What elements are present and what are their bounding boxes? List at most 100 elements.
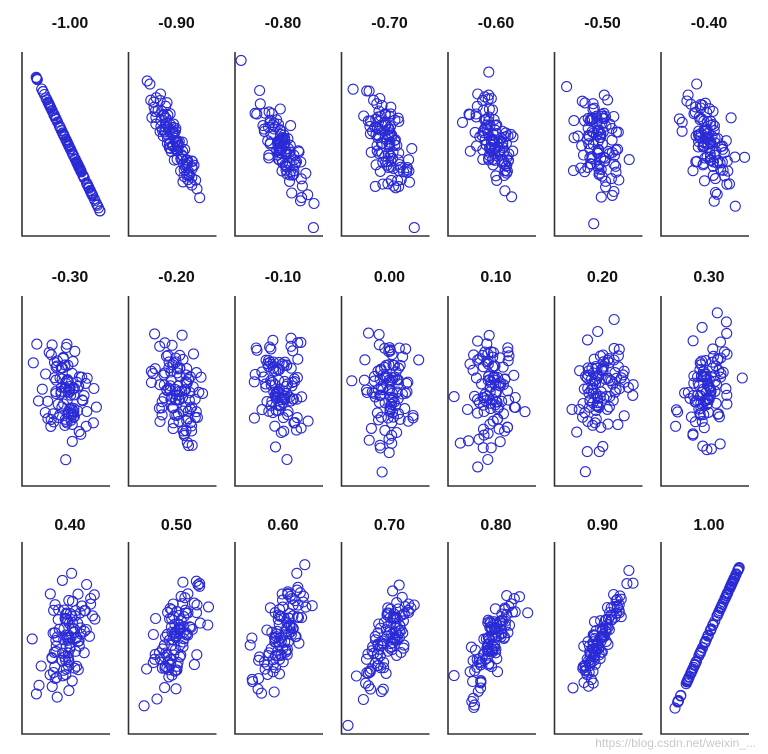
data-point xyxy=(591,643,603,655)
data-point xyxy=(479,346,491,358)
data-point xyxy=(385,101,397,113)
data-point xyxy=(177,598,189,610)
data-point xyxy=(594,350,606,362)
data-point xyxy=(480,395,492,407)
data-point xyxy=(173,619,185,631)
data-point xyxy=(572,130,584,142)
data-point xyxy=(194,580,206,592)
data-point xyxy=(721,587,734,599)
data-point xyxy=(87,417,99,429)
data-point xyxy=(585,373,598,385)
data-point xyxy=(275,138,287,150)
data-point xyxy=(358,374,370,386)
data-point xyxy=(288,417,300,429)
data-point xyxy=(235,54,247,66)
data-point xyxy=(265,128,277,140)
data-point xyxy=(27,357,39,369)
data-point xyxy=(389,134,401,146)
data-point xyxy=(481,641,494,653)
data-point xyxy=(85,598,97,610)
data-point xyxy=(704,381,716,394)
data-point xyxy=(173,623,185,635)
data-point xyxy=(372,414,385,426)
data-point xyxy=(584,650,596,662)
data-point xyxy=(60,669,72,681)
data-point xyxy=(267,334,279,346)
data-point xyxy=(700,368,712,380)
data-point xyxy=(601,601,614,614)
data-point xyxy=(462,435,475,447)
data-point xyxy=(182,174,194,186)
data-point xyxy=(464,145,476,157)
data-point xyxy=(581,446,593,458)
data-point xyxy=(36,83,48,95)
data-point xyxy=(399,403,411,415)
data-point xyxy=(146,112,158,124)
data-point xyxy=(66,675,78,687)
data-point xyxy=(723,178,736,190)
panel-axis xyxy=(234,542,323,735)
data-point xyxy=(170,143,182,155)
scatter-panel: -0.10 xyxy=(234,269,323,487)
data-point xyxy=(384,344,396,356)
data-point xyxy=(579,115,591,127)
data-point xyxy=(714,438,726,450)
data-point xyxy=(373,116,385,128)
data-point xyxy=(73,426,85,438)
panel-title: 0.20 xyxy=(587,269,618,286)
panel-axis xyxy=(447,52,536,237)
data-point xyxy=(590,413,602,425)
data-point xyxy=(369,631,381,643)
data-point xyxy=(180,401,192,413)
data-point xyxy=(244,639,256,651)
data-point xyxy=(473,396,485,408)
data-point xyxy=(454,437,466,449)
data-point xyxy=(373,328,385,341)
data-point xyxy=(501,590,513,602)
scatter-panel: -1.00 xyxy=(21,15,110,237)
data-point xyxy=(712,408,725,420)
data-point xyxy=(258,125,270,137)
data-point xyxy=(394,610,406,622)
data-point xyxy=(285,332,297,344)
data-point xyxy=(577,397,589,410)
data-point xyxy=(470,108,482,120)
data-point xyxy=(721,348,733,360)
data-point xyxy=(78,605,90,617)
scatter-panel: -0.40 xyxy=(660,15,751,237)
data-point xyxy=(75,428,87,440)
data-point xyxy=(675,690,687,702)
panel-title: -0.40 xyxy=(691,15,728,32)
data-point xyxy=(170,356,182,368)
data-point xyxy=(266,626,278,638)
data-point xyxy=(608,185,620,198)
data-point xyxy=(274,103,286,115)
data-point xyxy=(149,328,161,340)
data-point xyxy=(62,647,74,659)
data-point xyxy=(494,436,506,448)
data-point xyxy=(166,613,178,625)
data-point xyxy=(501,421,514,433)
data-point xyxy=(191,649,203,661)
data-point xyxy=(261,624,273,636)
data-point xyxy=(588,616,601,628)
data-point xyxy=(587,419,599,431)
data-point xyxy=(295,336,307,348)
data-point xyxy=(402,415,414,427)
data-point xyxy=(387,359,399,371)
data-point xyxy=(361,85,373,97)
data-point xyxy=(448,670,460,682)
data-point xyxy=(670,420,682,432)
data-point xyxy=(708,195,720,207)
data-point xyxy=(379,109,391,121)
data-point xyxy=(408,222,420,234)
data-point xyxy=(45,420,57,432)
scatter-panel: -0.70 xyxy=(340,15,430,237)
data-point xyxy=(591,362,603,374)
data-point xyxy=(167,423,179,435)
data-point xyxy=(359,354,371,366)
data-point xyxy=(715,601,727,613)
data-point xyxy=(484,381,496,393)
data-point xyxy=(342,719,354,731)
data-point xyxy=(71,632,83,644)
